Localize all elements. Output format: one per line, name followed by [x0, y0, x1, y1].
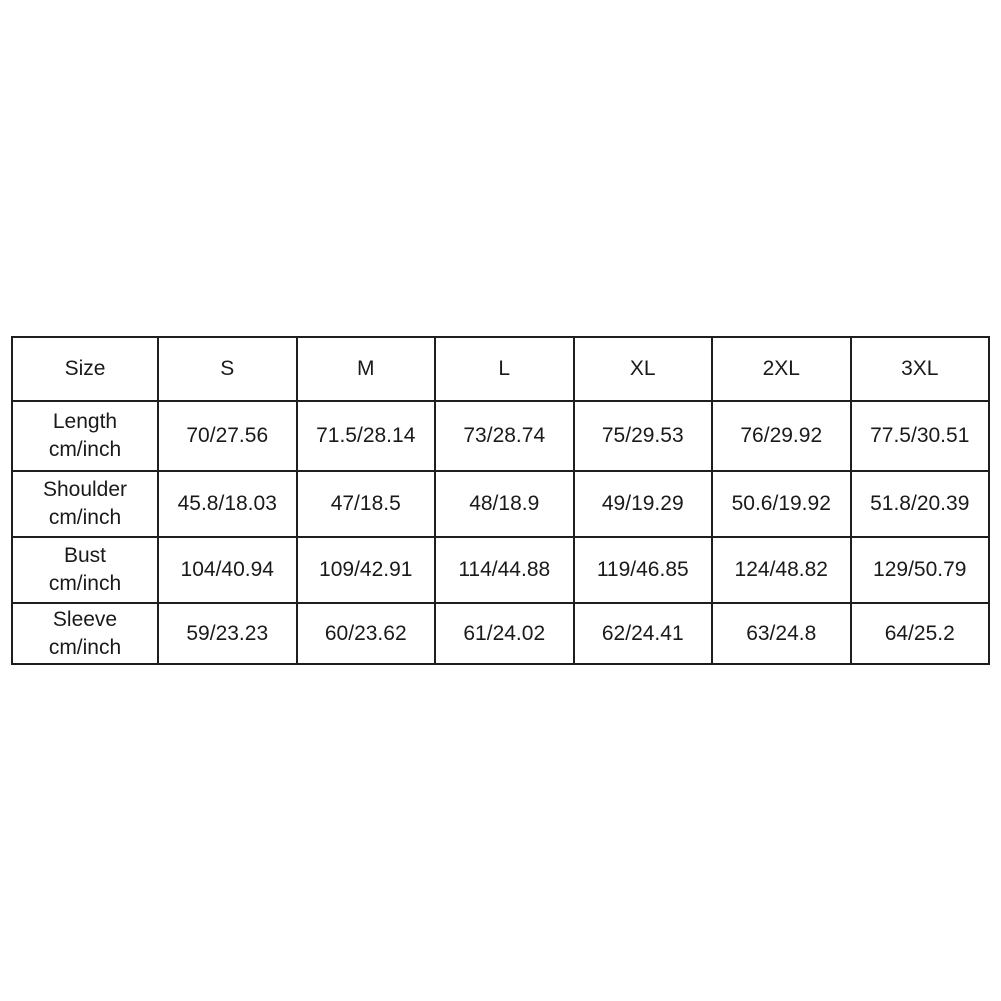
row-label: Bust	[63, 544, 107, 567]
size-value-cell: 76/29.92	[711, 400, 852, 472]
row-unit-label: cm/inch	[48, 506, 122, 529]
table-row-sleeve: Sleeve cm/inch 59/23.23 60/23.62 61/24.0…	[11, 602, 990, 665]
size-value-cell: 70/27.56	[157, 400, 298, 472]
size-value-cell: 119/46.85	[572, 536, 713, 604]
size-value-cell: 45.8/18.03	[157, 470, 298, 538]
row-label: Length	[52, 410, 118, 433]
col-header-3xl: 3XL	[849, 336, 990, 402]
size-value-cell: 71.5/28.14	[295, 400, 436, 472]
size-value-cell: 64/25.2	[849, 602, 990, 665]
size-value-cell: 114/44.88	[434, 536, 575, 604]
size-value-cell: 48/18.9	[434, 470, 575, 538]
col-header-2xl: 2XL	[711, 336, 852, 402]
col-header-l: L	[434, 336, 575, 402]
row-unit-label: cm/inch	[48, 438, 122, 461]
size-value-cell: 47/18.5	[295, 470, 436, 538]
row-unit-label: cm/inch	[48, 572, 122, 595]
row-label-cell: Sleeve cm/inch	[11, 602, 159, 665]
size-value-cell: 75/29.53	[572, 400, 713, 472]
col-header-s: S	[157, 336, 298, 402]
size-value-cell: 109/42.91	[295, 536, 436, 604]
size-value-cell: 124/48.82	[711, 536, 852, 604]
size-value-cell: 49/19.29	[572, 470, 713, 538]
row-label-cell: Bust cm/inch	[11, 536, 159, 604]
size-value-cell: 59/23.23	[157, 602, 298, 665]
size-value-cell: 62/24.41	[572, 602, 713, 665]
size-value-cell: 77.5/30.51	[849, 400, 990, 472]
size-value-cell: 50.6/19.92	[711, 470, 852, 538]
header-row: Size S M L XL 2XL 3XL	[11, 336, 990, 402]
size-value-cell: 51.8/20.39	[849, 470, 990, 538]
size-value-cell: 60/23.62	[295, 602, 436, 665]
row-label: Sleeve	[52, 607, 118, 631]
size-chart-table: Size S M L XL 2XL 3XL Length cm/inch 70/…	[11, 336, 990, 665]
size-value-cell: 104/40.94	[157, 536, 298, 604]
size-value-cell: 73/28.74	[434, 400, 575, 472]
row-label-cell: Length cm/inch	[11, 400, 159, 472]
table-row-length: Length cm/inch 70/27.56 71.5/28.14 73/28…	[11, 400, 990, 472]
col-header-m: M	[295, 336, 436, 402]
size-value-cell: 61/24.02	[434, 602, 575, 665]
col-header-size: Size	[11, 336, 159, 402]
row-label-cell: Shoulder cm/inch	[11, 470, 159, 538]
row-unit-label: cm/inch	[48, 635, 122, 659]
table-row-bust: Bust cm/inch 104/40.94 109/42.91 114/44.…	[11, 536, 990, 604]
row-label: Shoulder	[42, 478, 128, 501]
col-header-xl: XL	[572, 336, 713, 402]
size-value-cell: 129/50.79	[849, 536, 990, 604]
table-row-shoulder: Shoulder cm/inch 45.8/18.03 47/18.5 48/1…	[11, 470, 990, 538]
size-value-cell: 63/24.8	[711, 602, 852, 665]
